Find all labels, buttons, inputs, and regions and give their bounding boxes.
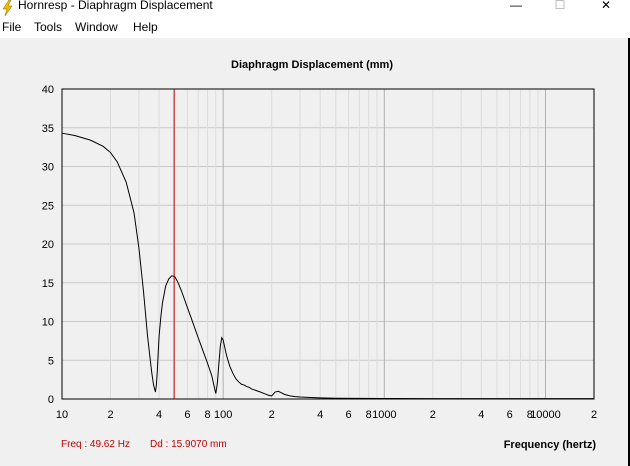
x-tick-label: 8 bbox=[527, 409, 533, 421]
x-tick-label: 2 bbox=[430, 409, 436, 421]
x-tick-label: 10000 bbox=[530, 409, 561, 421]
chart-title: Diaphragm Displacement (mm) bbox=[231, 59, 393, 71]
displacement-chart: Diaphragm Displacement (mm) 0 5 10 15 20 25 30… bbox=[42, 59, 597, 451]
x-tick-label: 4 bbox=[478, 409, 484, 421]
maximize-button[interactable]: ☐ bbox=[554, 0, 566, 12]
x-tick-label: 6 bbox=[346, 409, 352, 421]
x-tick-label: 4 bbox=[156, 409, 162, 421]
x-tick-label: 6 bbox=[184, 409, 190, 421]
chart-grid bbox=[62, 89, 594, 399]
y-tick-label: 0 bbox=[48, 394, 54, 406]
x-tick-label: 2 bbox=[269, 409, 275, 421]
y-tick-label: 5 bbox=[48, 355, 54, 367]
plot-frame bbox=[61, 88, 595, 400]
y-tick-label: 35 bbox=[42, 123, 54, 135]
x-axis-label: Frequency (hertz) bbox=[504, 439, 597, 451]
menu-bar: File Tools Window Help bbox=[0, 16, 630, 38]
x-tick-label: 10 bbox=[56, 409, 68, 421]
x-tick-label: 1000 bbox=[372, 409, 396, 421]
x-tick-label: 8 bbox=[366, 409, 372, 421]
status-frequency: Freq : 49.62 Hz bbox=[61, 439, 130, 450]
y-tick-label: 15 bbox=[42, 278, 54, 290]
displacement-curve bbox=[61, 132, 594, 400]
y-tick-label: 25 bbox=[42, 200, 54, 212]
status-displacement: Dd : 15.9070 mm bbox=[150, 439, 227, 450]
chart-area: Diaphragm Displacement (mm) 0 5 10 15 20 25 30… bbox=[0, 38, 630, 466]
menu-window[interactable]: Window bbox=[75, 20, 118, 34]
x-tick-label: 2 bbox=[107, 409, 113, 421]
close-button[interactable]: ✕ bbox=[600, 0, 612, 12]
window-edge bbox=[628, 38, 630, 466]
menu-file[interactable]: File bbox=[2, 20, 22, 34]
y-tick-label: 30 bbox=[42, 162, 54, 174]
lightning-icon bbox=[2, 0, 13, 16]
menu-help[interactable]: Help bbox=[133, 20, 158, 34]
x-tick-label: 8 bbox=[204, 409, 210, 421]
menu-tools[interactable]: Tools bbox=[34, 20, 63, 34]
y-tick-label: 20 bbox=[42, 239, 54, 251]
title-bar: Hornresp - Diaphragm Displacement — ☐ ✕ bbox=[0, 0, 630, 16]
x-tick-label: 100 bbox=[214, 409, 232, 421]
minimize-button[interactable]: — bbox=[510, 0, 522, 12]
x-tick-label: 4 bbox=[317, 409, 323, 421]
y-tick-labels: 0 5 10 15 20 25 30 35 40 bbox=[42, 84, 54, 406]
x-tick-label: 6 bbox=[507, 409, 513, 421]
window-title: Hornresp - Diaphragm Displacement bbox=[18, 0, 213, 12]
y-tick-label: 10 bbox=[42, 317, 54, 329]
y-tick-label: 40 bbox=[42, 84, 54, 96]
x-tick-label: 2 bbox=[591, 409, 597, 421]
